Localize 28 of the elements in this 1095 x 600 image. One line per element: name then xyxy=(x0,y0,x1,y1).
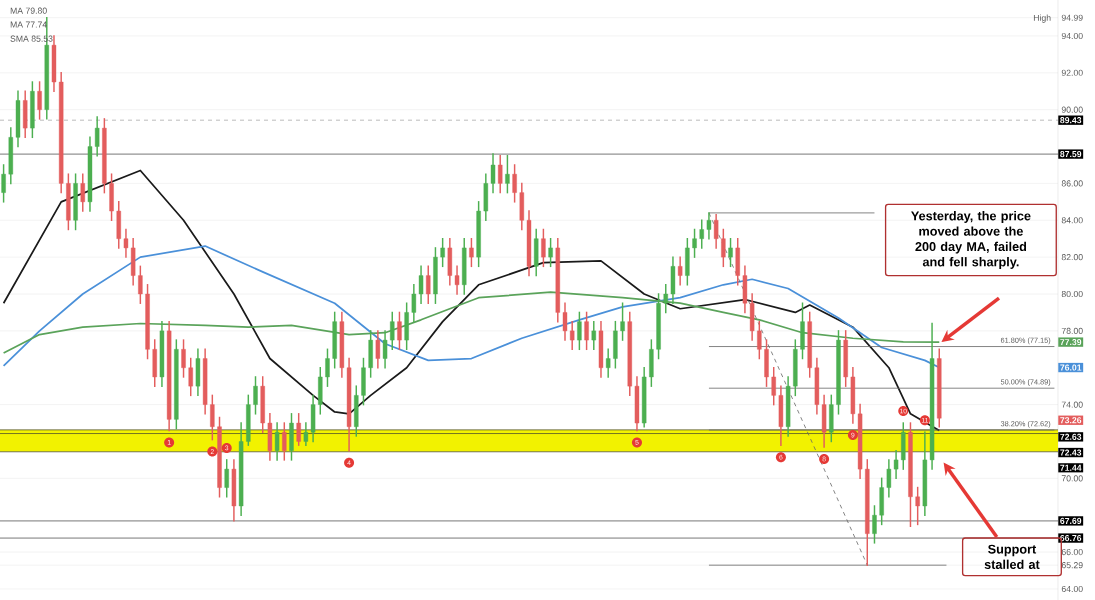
y-tick-label: 65.29 xyxy=(1061,562,1083,569)
text: 76.01 xyxy=(1060,364,1082,371)
y-tick-label: 86.00 xyxy=(1061,180,1083,187)
y-tick-label: 94.00 xyxy=(1061,32,1083,39)
ref-line-label: 71.44 xyxy=(1060,464,1082,471)
ref-line-label: 72.43 xyxy=(1060,449,1082,456)
y-tick-label: 84.00 xyxy=(1061,217,1083,224)
y-tick-label: 92.00 xyxy=(1061,69,1083,76)
annotation: Support stalled at xyxy=(984,544,1040,569)
ref-line-label: 67.69 xyxy=(1060,517,1082,524)
ref-line-label: 89.43 xyxy=(1060,117,1082,124)
y-tick-label: 80.00 xyxy=(1061,290,1083,298)
text: 73.26 xyxy=(1060,417,1082,424)
ref-line-label: 66.76 xyxy=(1060,535,1082,542)
y-tick-label: 94.99 xyxy=(1061,14,1083,21)
y-tick-label: 90.00 xyxy=(1061,106,1083,113)
y-tick-label: 82.00 xyxy=(1061,254,1083,261)
annotation: High xyxy=(1033,14,1051,23)
y-tick-label: 70.00 xyxy=(1061,475,1083,482)
y-tick-label: 64.00 xyxy=(1061,585,1083,593)
ref-line-label: 87.59 xyxy=(1060,151,1082,158)
y-tick-label: 66.00 xyxy=(1061,549,1083,556)
annotation: MA 79.80 xyxy=(10,7,47,14)
y-tick-label: 74.00 xyxy=(1061,401,1083,408)
text: 77.39 xyxy=(1060,339,1082,346)
ref-line-label: 72.63 xyxy=(1060,433,1082,440)
y-tick-label: 78.00 xyxy=(1061,327,1083,334)
annotation: Yesterday, the price moved above the 200 day MA, failed and fell sharply. xyxy=(911,211,1031,269)
